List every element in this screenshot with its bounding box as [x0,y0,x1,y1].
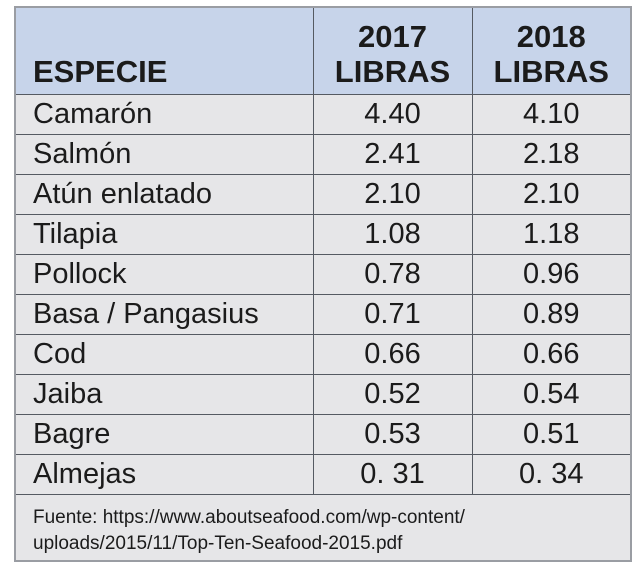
table-row: Tilapia 1.08 1.18 [16,214,630,255]
value-2018-cell: 2.10 [472,174,630,215]
source-note-line-2: uploads/2015/11/Top-Ten-Seafood-2015.pdf [33,533,403,554]
value-2017-cell: 2.41 [313,134,473,175]
species-cell: Atún enlatado [16,174,314,215]
species-cell: Almejas [16,454,314,495]
value-2018-cell: 0.89 [472,294,630,335]
source-note-line-1: Fuente: https://www.aboutseafood.com/wp-… [33,507,465,528]
column-header-2017-unit: LIBRAS [334,53,451,89]
value-2018-cell: 1.18 [472,214,630,255]
value-2018-cell: 0.51 [472,414,630,455]
table-row: Basa / Pangasius 0.71 0.89 [16,294,630,335]
species-cell: Salmón [16,134,314,175]
value-2017-cell: 1.08 [313,214,473,255]
column-header-2017: 2017 LIBRAS [313,8,473,95]
column-header-species-label: ESPECIE [33,53,168,89]
species-cell: Bagre [16,414,314,455]
value-2018-cell: 2.18 [472,134,630,175]
table-row: Atún enlatado 2.10 2.10 [16,174,630,215]
table-body: Camarón 4.40 4.10 Salmón 2.41 2.18 Atún enlata… [16,94,630,495]
value-2018-cell: 0. 34 [472,454,630,495]
species-cell: Basa / Pangasius [16,294,314,335]
column-header-2018: 2018 LIBRAS [472,8,630,95]
species-cell: Pollock [16,254,314,295]
value-2017-cell: 0.78 [313,254,473,295]
species-cell: Camarón [16,94,314,135]
value-2017-cell: 0.53 [313,414,473,455]
column-header-species: ESPECIE [16,8,314,95]
table-row: Camarón 4.40 4.10 [16,94,630,135]
value-2017-cell: 4.40 [313,94,473,135]
table-row: Cod 0.66 0.66 [16,334,630,375]
table-row: Salmón 2.41 2.18 [16,134,630,175]
value-2017-cell: 0.52 [313,374,473,415]
column-header-2018-unit: LIBRAS [493,53,609,89]
value-2017-cell: 2.10 [313,174,473,215]
table-row: Pollock 0.78 0.96 [16,254,630,295]
value-2018-cell: 0.66 [472,334,630,375]
species-cell: Cod [16,334,314,375]
column-header-2017-year: 2017 [358,18,427,54]
table-header-row: ESPECIE 2017 LIBRAS 2018 LIBRAS [16,8,630,95]
column-header-2018-year: 2018 [516,18,586,54]
species-cell: Tilapia [16,214,314,255]
table-row: Almejas 0. 31 0. 34 [16,454,630,495]
value-2018-cell: 4.10 [472,94,630,135]
species-cell: Jaiba [16,374,314,415]
value-2018-cell: 0.54 [472,374,630,415]
table-row: Jaiba 0.52 0.54 [16,374,630,415]
seafood-consumption-table: ESPECIE 2017 LIBRAS 2018 LIBRAS Camarón 4… [16,8,630,495]
value-2018-cell: 0.96 [472,254,630,295]
value-2017-cell: 0.66 [313,334,473,375]
value-2017-cell: 0.71 [313,294,473,335]
source-note: Fuente: https://www.aboutseafood.com/wp-… [33,505,623,557]
value-2017-cell: 0. 31 [313,454,473,495]
seafood-table-panel: ESPECIE 2017 LIBRAS 2018 LIBRAS Camarón 4… [14,6,632,562]
table-row: Bagre 0.53 0.51 [16,414,630,455]
